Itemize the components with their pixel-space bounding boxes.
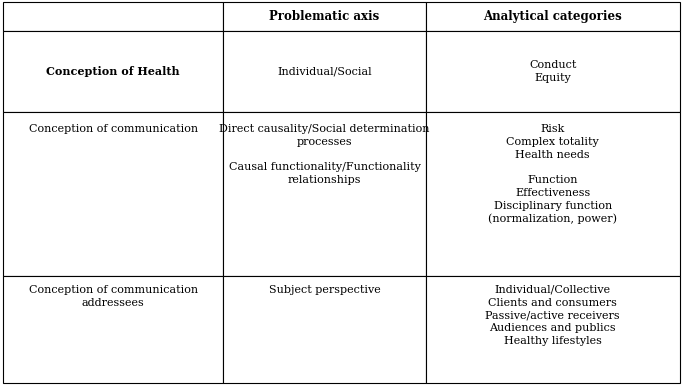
Text: Individual/Social: Individual/Social (277, 67, 372, 77)
Bar (3, 30, 223, 112)
Bar (223, 276, 426, 383)
Text: Risk
Complex totality
Health needs

Function
Effectiveness
Disciplinary function: Risk Complex totality Health needs Funct… (488, 124, 617, 224)
Bar (3, 2, 223, 30)
Bar (3, 276, 223, 383)
Text: Conception of communication: Conception of communication (29, 124, 198, 134)
Text: Subject perspective: Subject perspective (268, 285, 380, 295)
Bar (223, 112, 426, 276)
Text: Individual/Collective
Clients and consumers
Passive/active receivers
Audiences a: Individual/Collective Clients and consum… (486, 285, 620, 346)
Text: Conception of Health: Conception of Health (46, 66, 180, 77)
Text: Conception of communication
addressees: Conception of communication addressees (29, 285, 198, 308)
Bar (3, 112, 223, 276)
Bar (426, 112, 680, 276)
Text: Direct causality/Social determination
processes

Causal functionality/Functional: Direct causality/Social determination pr… (219, 124, 430, 185)
Bar (426, 2, 680, 30)
Bar (223, 2, 426, 30)
Text: Problematic axis: Problematic axis (270, 10, 380, 23)
Text: Analytical categories: Analytical categories (484, 10, 622, 23)
Bar (426, 276, 680, 383)
Bar (223, 30, 426, 112)
Text: Conduct
Equity: Conduct Equity (529, 60, 576, 83)
Bar (426, 30, 680, 112)
